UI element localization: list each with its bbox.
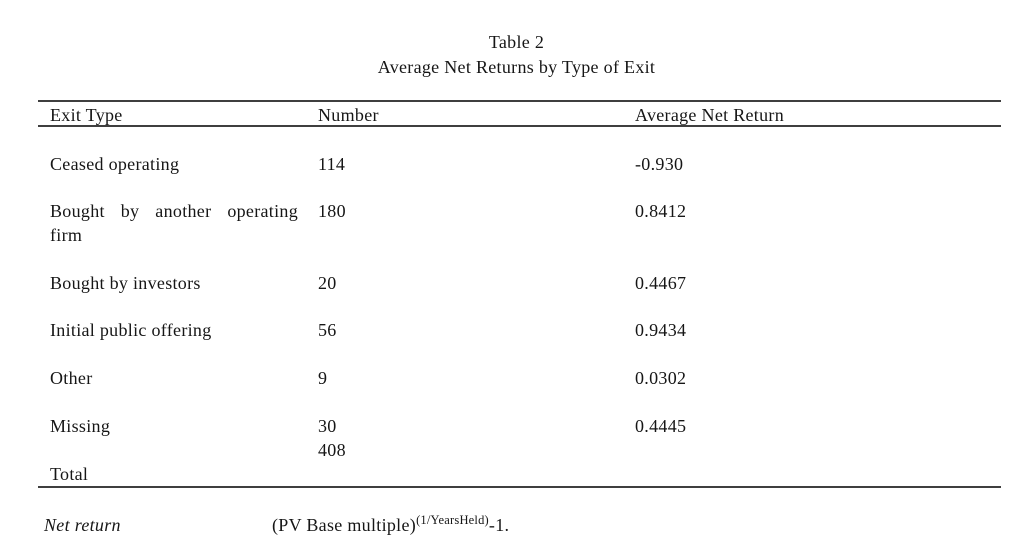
cell-avg-net-return: 0.4467 xyxy=(635,273,687,293)
table-rule-header xyxy=(38,125,1001,127)
table-row: Ceased operating 114 -0.930 xyxy=(50,152,1001,176)
table-rule-top xyxy=(38,100,1001,102)
column-header-avg-net-return: Average Net Return xyxy=(635,105,785,125)
cell-avg-net-return: -0.930 xyxy=(635,154,684,174)
table-row: Missing 30 0.4445 xyxy=(50,414,1001,438)
cell-avg-net-return xyxy=(635,438,1001,486)
cell-number: 30 xyxy=(318,416,337,436)
cell-number: 114 xyxy=(318,154,346,174)
table-row-total: Total 408 xyxy=(50,438,1001,486)
cell-exit-type: Bought by investors xyxy=(50,273,201,293)
cell-avg-net-return: 0.0302 xyxy=(635,368,687,388)
cell-number: 20 xyxy=(318,273,337,293)
cell-exit-type: Initial public offering xyxy=(50,320,212,340)
cell-exit-type: Bought by another operating firm xyxy=(50,201,298,245)
cell-number: 180 xyxy=(318,201,346,221)
cell-exit-type: Total xyxy=(50,464,89,484)
footnote-formula: (PV Base multiple)(1/YearsHeld)-1. xyxy=(272,512,509,538)
column-header-number: Number xyxy=(318,105,379,125)
table-row: Bought by investors 20 0.4467 xyxy=(50,271,1001,295)
cell-number: 408 xyxy=(318,440,346,460)
table-row: Initial public offering 56 0.9434 xyxy=(50,318,1001,342)
table-title-number: Table 2 xyxy=(488,32,545,52)
table-row: Other 9 0.0302 xyxy=(50,366,1001,390)
cell-avg-net-return: 0.9434 xyxy=(635,320,687,340)
table-footnote: Net return (PV Base multiple)(1/YearsHel… xyxy=(0,512,1033,544)
cell-exit-type: Other xyxy=(50,368,93,388)
table-row: Bought by another operating firm 180 0.84… xyxy=(50,199,1001,247)
table-title-caption: Average Net Returns by Type of Exit xyxy=(377,57,656,77)
cell-number: 56 xyxy=(318,320,337,340)
formula-base: (PV Base multiple) xyxy=(272,515,417,535)
footnote-term: Net return xyxy=(44,515,121,535)
formula-suffix: -1. xyxy=(488,515,510,535)
table-header-row: Exit Type Number Average Net Return xyxy=(50,103,1001,127)
cell-number: 9 xyxy=(318,368,328,388)
cell-exit-type: Ceased operating xyxy=(50,154,180,174)
cell-avg-net-return: 0.8412 xyxy=(635,201,687,221)
table-title: Table 2 Average Net Returns by Type of E… xyxy=(0,30,1033,80)
cell-avg-net-return: 0.4445 xyxy=(635,416,687,436)
column-header-exit-type: Exit Type xyxy=(50,105,123,125)
table-rule-bottom xyxy=(38,486,1001,488)
cell-exit-type: Missing xyxy=(50,416,111,436)
formula-exponent: (1/YearsHeld) xyxy=(416,513,489,527)
